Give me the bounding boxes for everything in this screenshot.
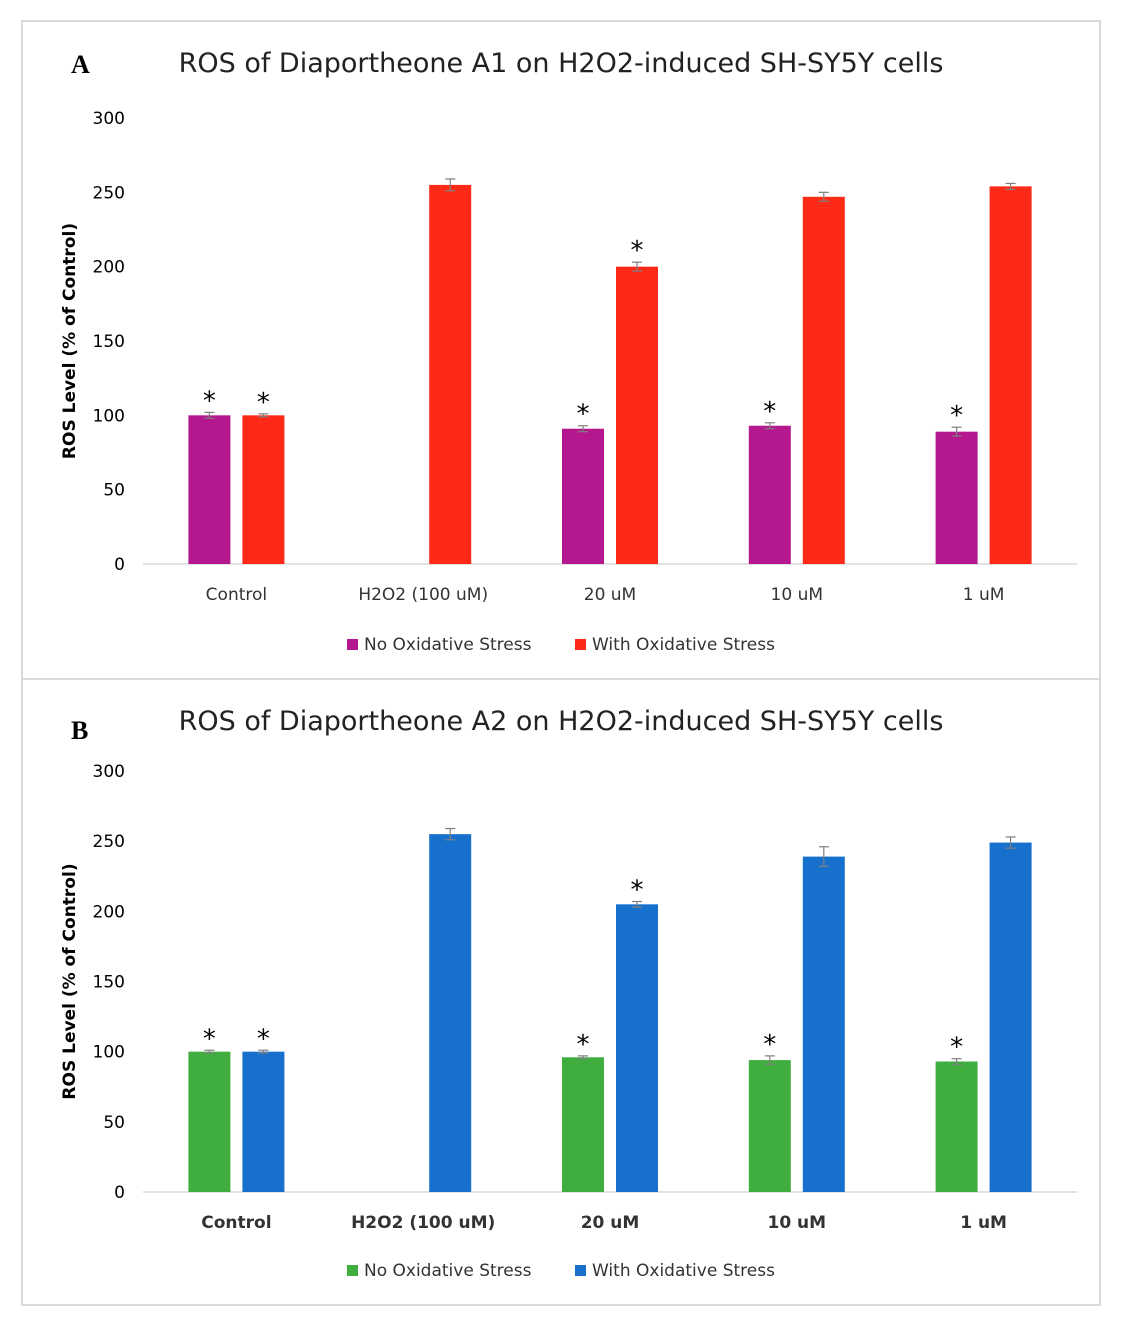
- legend-label: With Oxidative Stress: [592, 635, 775, 655]
- bar: [242, 1051, 285, 1192]
- chart-title-a: ROS of Diaportheone A1 on H2O2-induced S…: [178, 48, 944, 79]
- bar: [562, 428, 604, 564]
- y-tick-label: 200: [93, 902, 125, 922]
- significance-star: *: [577, 1030, 590, 1060]
- panel-label-a: A: [71, 50, 90, 79]
- legend-swatch: [347, 1265, 358, 1276]
- legend-label: No Oxidative Stress: [364, 635, 532, 655]
- x-tick-label: H2O2 (100 uM): [351, 1213, 495, 1233]
- x-tick-label: H2O2 (100 uM): [358, 585, 488, 605]
- bar: [188, 415, 231, 564]
- bar: [616, 904, 658, 1192]
- significance-star: *: [763, 1030, 776, 1060]
- significance-star: *: [950, 401, 963, 431]
- significance-star: *: [577, 400, 590, 430]
- y-tick-label: 50: [103, 481, 125, 501]
- significance-star: *: [631, 236, 644, 266]
- bar: [562, 1057, 604, 1192]
- bar: [802, 856, 845, 1192]
- y-tick-label: 100: [93, 1043, 125, 1063]
- significance-star: *: [203, 1024, 216, 1054]
- chart-panel-b: B ROS of Diaportheone A2 on H2O2-induced…: [21, 678, 1101, 1306]
- bar: [748, 1060, 791, 1192]
- y-tick-label: 150: [93, 973, 125, 993]
- significance-star: *: [763, 397, 776, 427]
- bar: [748, 425, 791, 564]
- bar: [429, 184, 472, 564]
- bar: [616, 266, 658, 564]
- bar: [989, 186, 1032, 565]
- bar: [989, 842, 1032, 1192]
- significance-star: *: [257, 1024, 270, 1054]
- y-axis-label: ROS Level (% of Control): [60, 223, 80, 459]
- significance-star: *: [631, 876, 644, 906]
- x-tick-label: 1 uM: [960, 1213, 1007, 1233]
- x-tick-label: 20 uM: [581, 1213, 640, 1233]
- significance-star: *: [203, 386, 216, 416]
- x-tick-label: Control: [206, 585, 267, 605]
- y-tick-label: 100: [93, 406, 125, 426]
- legend-label: No Oxidative Stress: [364, 1261, 532, 1281]
- significance-star: *: [257, 388, 270, 418]
- y-tick-label: 250: [93, 832, 125, 852]
- x-tick-label: 10 uM: [767, 1213, 826, 1233]
- y-tick-label: 200: [93, 258, 125, 278]
- y-tick-label: 150: [93, 332, 125, 352]
- bar: [429, 834, 472, 1192]
- panel-label-b: B: [71, 716, 89, 745]
- bar-chart-a: ROS Level (% of Control) 0 50 100 150 200 250 3…: [60, 109, 1077, 655]
- chart-title-b: ROS of Diaportheone A2 on H2O2-induced S…: [178, 706, 944, 737]
- bar: [802, 196, 845, 564]
- legend-label: With Oxidative Stress: [592, 1261, 775, 1281]
- significance-star: *: [950, 1033, 963, 1063]
- y-tick-label: 50: [103, 1113, 125, 1133]
- legend-swatch: [575, 1265, 586, 1276]
- bar-chart-b: ROS Level (% of Control) 0 50 100 150 200 250 3…: [60, 762, 1077, 1281]
- x-tick-label: 10 uM: [771, 585, 823, 605]
- bar: [935, 1061, 978, 1192]
- bar: [188, 1051, 231, 1192]
- x-tick-label: 20 uM: [584, 585, 636, 605]
- legend-swatch: [347, 639, 358, 650]
- y-tick-label: 300: [93, 762, 125, 782]
- bar: [242, 415, 285, 564]
- x-tick-label: Control: [201, 1213, 271, 1233]
- legend-swatch: [575, 639, 586, 650]
- x-tick-label: 1 uM: [963, 585, 1005, 605]
- y-tick-label: 250: [93, 183, 125, 203]
- chart-panel-a: A ROS of Diaportheone A1 on H2O2-induced…: [21, 20, 1101, 682]
- y-tick-label: 0: [114, 555, 125, 575]
- bar: [935, 431, 978, 564]
- y-axis-label: ROS Level (% of Control): [60, 863, 80, 1099]
- y-tick-label: 0: [114, 1183, 125, 1203]
- y-tick-label: 300: [93, 109, 125, 129]
